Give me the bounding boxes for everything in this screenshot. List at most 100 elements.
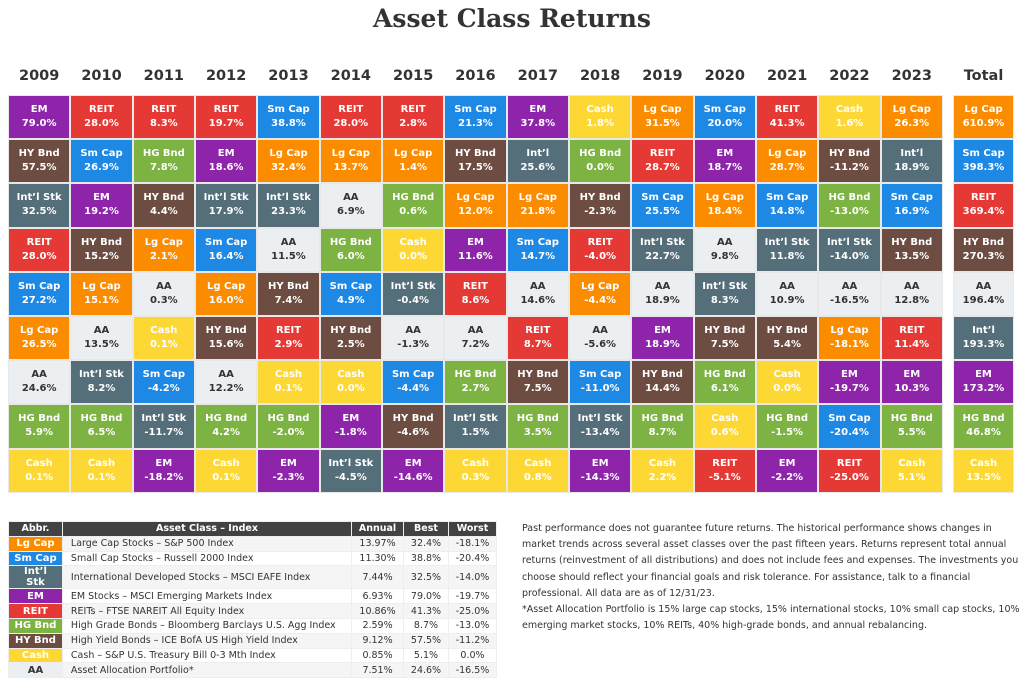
return-value: 0.0%	[399, 250, 427, 262]
asset-label: EM	[841, 369, 858, 381]
return-value: 270.3%	[962, 250, 1005, 262]
return-value: 19.7%	[208, 118, 244, 130]
best-cell: 79.0%	[403, 588, 449, 605]
return-value: -11.7%	[144, 427, 184, 439]
asset-label: REIT	[462, 280, 488, 292]
return-value: 25.5%	[645, 206, 680, 218]
return-value: -4.6%	[397, 427, 430, 439]
annual-cell: 6.93%	[351, 588, 405, 605]
legend-header: Annual	[351, 521, 405, 537]
return-value: -4.5%	[334, 471, 367, 483]
asset-label: EM	[155, 457, 173, 469]
asset-label: EM	[975, 369, 992, 381]
asset-label: AA	[343, 192, 359, 204]
year-header: 2010	[81, 68, 122, 84]
return-value: 26.5%	[21, 339, 57, 351]
return-cell: AA 196.4%	[953, 271, 1014, 316]
return-cell: AA 12.2%	[194, 360, 258, 405]
asset-label: HG Bnd	[890, 413, 933, 425]
asset-label: HG Bnd	[766, 413, 809, 425]
return-cell: HG Bnd 46.8%	[953, 404, 1014, 449]
asset-label: EM	[903, 369, 921, 381]
asset-label: HG Bnd	[703, 369, 746, 381]
asset-label: EM	[467, 236, 484, 248]
legend-row: HG Bnd High Grade Bonds – Bloomberg Barcl…	[8, 617, 498, 634]
worst-cell: -11.2%	[447, 632, 498, 649]
return-cell: Lg Cap 26.3%	[880, 95, 943, 140]
asset-label: HG Bnd	[392, 192, 435, 204]
asset-label: EM	[342, 413, 360, 425]
asset-label: HY Bnd	[704, 325, 746, 337]
asset-label: AA	[841, 280, 858, 292]
annual-cell: 7.44%	[351, 565, 405, 590]
return-cell: Cash 0.1%	[194, 448, 258, 493]
return-value: 5.5%	[897, 427, 926, 439]
asset-class-cell: International Developed Stocks – MSCI EA…	[61, 565, 353, 590]
return-value: 8.7%	[523, 339, 552, 351]
return-cell: Cash 0.0%	[319, 360, 382, 405]
return-cell: Cash 0.1%	[132, 316, 195, 361]
return-value: -4.2%	[147, 383, 180, 395]
return-value: -25.0%	[830, 471, 869, 483]
asset-label: Lg Cap	[269, 148, 308, 160]
return-value: 57.5%	[21, 162, 57, 174]
return-cell: Sm Cap -4.2%	[132, 360, 195, 405]
return-cell: EM 10.3%	[880, 360, 943, 405]
asset-label: Sm Cap	[80, 148, 123, 160]
asset-label: Int’l	[972, 325, 995, 337]
return-value: 610.9%	[962, 118, 1005, 130]
return-cell: REIT 369.4%	[953, 183, 1014, 228]
asset-label: Lg Cap	[518, 192, 557, 204]
return-value: 16.9%	[894, 206, 930, 218]
year-header: 2013	[268, 68, 309, 84]
return-value: -2.2%	[771, 471, 804, 483]
worst-cell: -20.4%	[447, 550, 498, 567]
asset-label: Int’l Stk	[702, 280, 748, 292]
return-value: 12.0%	[458, 206, 493, 218]
asset-label: AA	[93, 325, 110, 337]
asset-label: REIT	[649, 148, 675, 160]
return-cell: EM -14.6%	[381, 448, 445, 493]
return-value: 0.0%	[336, 383, 365, 395]
return-value: 0.3%	[149, 294, 178, 306]
return-value: 6.5%	[87, 427, 116, 439]
asset-label: Sm Cap	[962, 148, 1005, 160]
asset-label: HY Bnd	[454, 148, 496, 160]
asset-label: EM	[30, 104, 48, 116]
asset-label: Cash	[648, 457, 677, 469]
return-value: 6.0%	[336, 250, 365, 262]
return-value: 21.3%	[458, 118, 493, 130]
return-value: -19.7%	[830, 383, 869, 395]
return-value: 25.6%	[520, 162, 556, 174]
legend-header: Worst	[447, 521, 498, 537]
asset-label: HY Bnd	[828, 148, 870, 160]
return-cell: Lg Cap 15.1%	[70, 271, 133, 316]
return-cell: Cash 13.5%	[953, 448, 1014, 493]
asset-label: REIT	[899, 325, 925, 337]
return-cell: Cash 0.0%	[755, 360, 819, 405]
return-cell: AA 11.5%	[257, 227, 320, 272]
asset-label: Cash	[524, 457, 552, 469]
return-value: 14.8%	[769, 206, 805, 218]
return-value: 196.4%	[962, 294, 1005, 306]
return-cell: HG Bnd 4.2%	[194, 404, 258, 449]
return-cell: HY Bnd 2.5%	[319, 316, 382, 361]
return-cell: Sm Cap 26.9%	[70, 139, 133, 184]
asset-label: Cash	[461, 457, 490, 469]
legend-row: Lg Cap Large Cap Stocks – S&P 500 Index 13…	[8, 535, 498, 552]
asset-label: Sm Cap	[703, 104, 746, 116]
asset-label: REIT	[213, 104, 239, 116]
asset-label: Cash	[835, 104, 864, 116]
annual-cell: 0.85%	[351, 647, 405, 664]
asset-label: Lg Cap	[964, 104, 1003, 116]
asset-label: Int’l Stk	[265, 192, 311, 204]
annual-cell: 2.59%	[351, 617, 405, 634]
return-cell: HG Bnd -2.0%	[257, 404, 320, 449]
return-value: 0.8%	[523, 471, 552, 483]
return-cell: HY Bnd 5.4%	[755, 316, 819, 361]
asset-label: Sm Cap	[828, 413, 871, 425]
return-cell: Int’l Stk 11.8%	[755, 227, 819, 272]
asset-label: Lg Cap	[82, 280, 121, 292]
asset-label: HY Bnd	[205, 325, 247, 337]
return-cell: AA 9.8%	[693, 227, 756, 272]
